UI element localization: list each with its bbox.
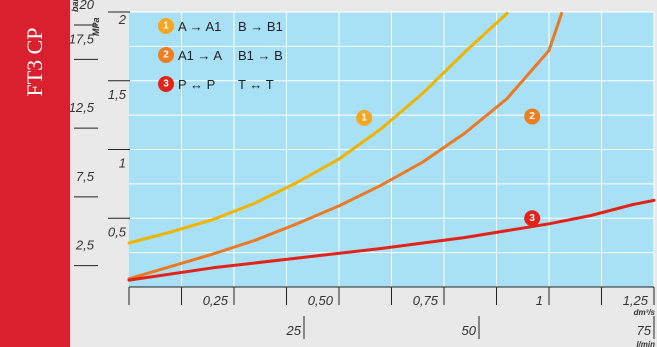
dm3s-tick-label: 0,50	[308, 293, 334, 308]
lmin-tick-label: 75	[637, 323, 652, 338]
lmin-tick-label: 50	[462, 323, 477, 338]
mpa-tick-label: 2	[118, 12, 127, 27]
pressure-flow-chart: 1 2 3 20 17,5 12,5 7,5 2,5 bar 2 1,5 1 0,5 MPa 0,25 0,…	[70, 0, 656, 347]
legend-item: A → A1	[178, 19, 221, 34]
unit-dm3s: dm³/s	[634, 308, 656, 317]
dm3s-tick-label: 1,25	[623, 293, 649, 308]
bar-tick-label: 7,5	[76, 169, 95, 184]
bar-tick-label: 20	[79, 0, 95, 12]
mpa-tick-label: 1	[119, 156, 126, 171]
unit-lmin: l/min	[636, 340, 655, 347]
axes: 20 17,5 12,5 7,5 2,5 bar 2 1,5 1 0,5 MPa 0,25 0,50 0,…	[70, 0, 656, 347]
curve-badges: 1 2 3	[356, 108, 541, 227]
lmin-tick-label: 25	[286, 323, 302, 338]
product-title: FT3 CP	[22, 27, 47, 97]
curve-series-3	[127, 198, 656, 282]
dm3s-tick-label: 0,25	[203, 293, 229, 308]
unit-bar: bar	[70, 0, 80, 12]
legend-item: B1 → B	[238, 48, 283, 63]
curve-badge-1	[356, 109, 373, 126]
series-layer	[127, 11, 656, 282]
legend-item: T ↔ T	[238, 77, 274, 92]
curve-series-1	[127, 11, 509, 245]
legend-badge-1	[158, 18, 174, 34]
curve-badge-label: 2	[529, 111, 535, 122]
legend-badge-label: 1	[163, 21, 169, 32]
curve-badge-label: 1	[361, 112, 367, 123]
mpa-tick-label: 1,5	[108, 87, 127, 102]
bar-tick-label: 2,5	[75, 238, 95, 253]
curve-series-2	[127, 11, 564, 281]
unit-mpa: MPa	[91, 17, 101, 36]
dm3s-tick-label: 0,75	[413, 293, 439, 308]
curve-badge-2	[524, 108, 541, 125]
mpa-tick-label: 0,5	[108, 224, 127, 239]
legend-badge-label: 2	[163, 50, 169, 61]
grid	[129, 11, 655, 287]
sidebar: FT3 CP	[0, 0, 70, 347]
dm3s-tick-label: 1	[536, 293, 543, 308]
legend-item: B → B1	[238, 19, 283, 34]
curve-badge-label: 3	[529, 213, 535, 224]
legend-badge-label: 3	[163, 79, 169, 90]
legend-item: P ↔ P	[178, 77, 215, 92]
legend-badge-3	[158, 76, 174, 92]
legend: 1 A → A1 B → B1 2 A1 → A B1 → B 3 P ↔ P T ↔ T	[158, 18, 283, 92]
bar-tick-label: 17,5	[70, 31, 95, 46]
chart-panel: 1 2 3 20 17,5 12,5 7,5 2,5 bar 2 1,5 1 0,5 MPa 0,25 0,…	[70, 0, 657, 347]
legend-item: A1 → A	[178, 48, 222, 63]
legend-badge-2	[158, 47, 174, 63]
bar-tick-label: 12,5	[70, 100, 95, 115]
curve-badge-3	[524, 210, 541, 227]
